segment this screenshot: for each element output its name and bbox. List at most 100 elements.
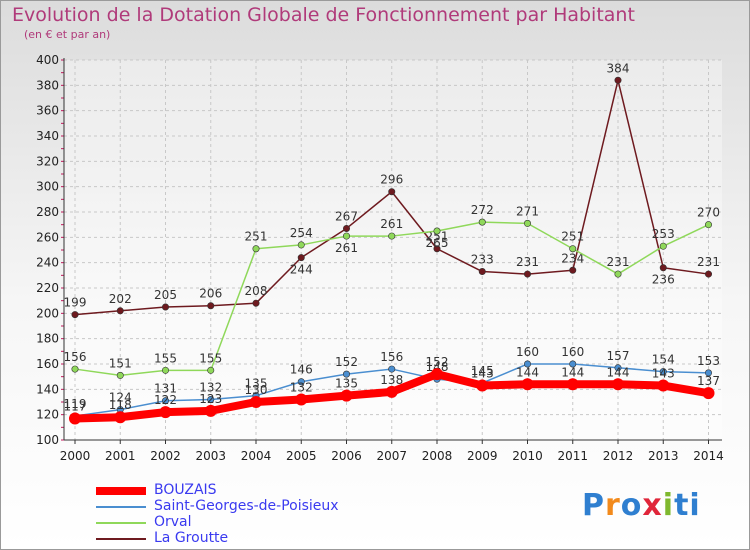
logo-letter: x xyxy=(642,488,663,523)
data-label-bouzais: 144 xyxy=(607,365,630,379)
y-tick-label: 240 xyxy=(36,256,59,270)
data-label-bouzais: 137 xyxy=(697,374,720,388)
chart-title: Evolution de la Dotation Globale de Fonc… xyxy=(12,4,635,26)
data-point-la-groutte xyxy=(71,311,79,319)
data-label-la-groutte: 205 xyxy=(154,288,177,302)
legend-swatch xyxy=(96,522,146,524)
data-point-bouzais xyxy=(69,412,81,425)
legend-label: Saint-Georges-de-Poisieux xyxy=(154,498,339,514)
data-label-la-groutte: 231 xyxy=(697,255,720,269)
logo-letter: P xyxy=(582,488,605,523)
x-tick-label: 2009 xyxy=(467,449,498,463)
y-tick-label: 280 xyxy=(36,205,59,219)
data-label-orval: 272 xyxy=(471,203,494,217)
data-point-la-groutte xyxy=(614,76,622,84)
data-label-orval: 265 xyxy=(426,236,449,250)
data-label-saint-georges-de-poisieux: 124 xyxy=(109,391,132,405)
data-point-bouzais xyxy=(612,378,624,391)
data-label-la-groutte: 199 xyxy=(64,296,87,310)
legend-label: Orval xyxy=(154,514,192,530)
data-point-saint-georges-de-poisieux xyxy=(297,378,305,386)
data-label-orval: 261 xyxy=(380,217,403,231)
data-point-la-groutte xyxy=(342,224,350,232)
data-label-la-groutte: 384 xyxy=(607,61,630,75)
data-label-saint-georges-de-poisieux: 160 xyxy=(561,345,584,359)
data-label-saint-georges-de-poisieux: 135 xyxy=(245,377,268,391)
data-point-saint-georges-de-poisieux xyxy=(523,360,531,368)
data-point-orval xyxy=(116,371,124,379)
data-point-saint-georges-de-poisieux xyxy=(569,360,577,368)
x-tick-label: 2004 xyxy=(241,449,272,463)
data-point-bouzais xyxy=(521,378,534,391)
data-point-la-groutte xyxy=(478,268,486,276)
data-label-orval: 254 xyxy=(290,226,313,240)
data-point-orval xyxy=(71,365,79,373)
data-label-la-groutte: 202 xyxy=(109,292,132,306)
x-tick-label: 2001 xyxy=(105,449,136,463)
data-point-la-groutte xyxy=(569,266,577,274)
data-label-saint-georges-de-poisieux: 157 xyxy=(607,349,630,363)
data-point-bouzais xyxy=(340,389,353,402)
data-point-orval xyxy=(569,245,577,253)
data-point-saint-georges-de-poisieux xyxy=(388,365,396,373)
data-label-bouzais: 117 xyxy=(64,399,87,413)
data-label-orval: 270 xyxy=(697,206,720,220)
data-point-bouzais xyxy=(250,396,262,408)
x-tick-label: 2002 xyxy=(150,449,181,463)
data-point-bouzais xyxy=(385,385,398,398)
data-label-orval: 231 xyxy=(607,255,630,269)
data-point-orval xyxy=(297,241,305,249)
legend-label: BOUZAIS xyxy=(154,482,217,498)
data-label-bouzais: 144 xyxy=(561,365,584,379)
data-label-orval: 271 xyxy=(516,204,539,218)
data-label-la-groutte: 296 xyxy=(380,173,403,187)
x-tick-label: 2010 xyxy=(512,449,543,463)
data-label-orval: 151 xyxy=(109,356,132,370)
data-label-la-groutte: 251 xyxy=(426,230,449,244)
data-label-saint-georges-de-poisieux: 153 xyxy=(697,354,720,368)
data-point-bouzais xyxy=(566,378,579,391)
data-point-orval xyxy=(478,218,486,226)
data-point-orval xyxy=(704,221,712,229)
legend-swatch xyxy=(96,487,146,495)
data-label-bouzais: 144 xyxy=(516,365,539,379)
data-label-bouzais: 132 xyxy=(290,380,313,394)
x-tick-label: 2007 xyxy=(376,449,407,463)
data-label-bouzais: 138 xyxy=(380,373,403,387)
data-point-bouzais xyxy=(114,411,127,424)
x-tick-label: 2006 xyxy=(331,449,362,463)
data-point-saint-georges-de-poisieux xyxy=(207,395,215,403)
y-tick-label: 380 xyxy=(36,78,59,92)
x-tick-label: 2014 xyxy=(693,449,724,463)
data-label-orval: 155 xyxy=(154,351,177,365)
data-label-orval: 253 xyxy=(652,227,675,241)
proxiti-logo: Proxiti xyxy=(582,488,701,523)
data-point-la-groutte xyxy=(523,270,531,278)
data-label-bouzais: 143 xyxy=(471,367,494,381)
data-point-orval xyxy=(433,227,441,235)
data-point-orval xyxy=(523,219,531,227)
y-tick-label: 100 xyxy=(36,433,59,447)
logo-letter: i xyxy=(689,488,701,523)
data-point-la-groutte xyxy=(659,264,667,272)
data-label-bouzais: 143 xyxy=(652,367,675,381)
y-tick-label: 140 xyxy=(36,382,59,396)
data-point-la-groutte xyxy=(388,188,396,196)
data-point-la-groutte xyxy=(116,307,124,315)
y-tick-label: 320 xyxy=(36,154,59,168)
data-point-bouzais xyxy=(476,379,489,392)
data-label-saint-georges-de-poisieux: 152 xyxy=(335,355,358,369)
data-point-bouzais xyxy=(295,393,308,406)
data-point-saint-georges-de-poisieux xyxy=(342,370,350,378)
x-tick-label: 2000 xyxy=(60,449,91,463)
x-tick-label: 2005 xyxy=(286,449,317,463)
data-point-orval xyxy=(207,366,215,374)
data-point-bouzais xyxy=(657,379,670,392)
y-tick-label: 220 xyxy=(36,281,59,295)
data-label-orval: 156 xyxy=(64,350,87,364)
data-label-bouzais: 118 xyxy=(109,398,132,412)
data-label-orval: 251 xyxy=(245,230,268,244)
data-point-la-groutte xyxy=(162,303,170,311)
logo-letter: o xyxy=(620,488,643,523)
data-point-bouzais xyxy=(204,404,217,417)
